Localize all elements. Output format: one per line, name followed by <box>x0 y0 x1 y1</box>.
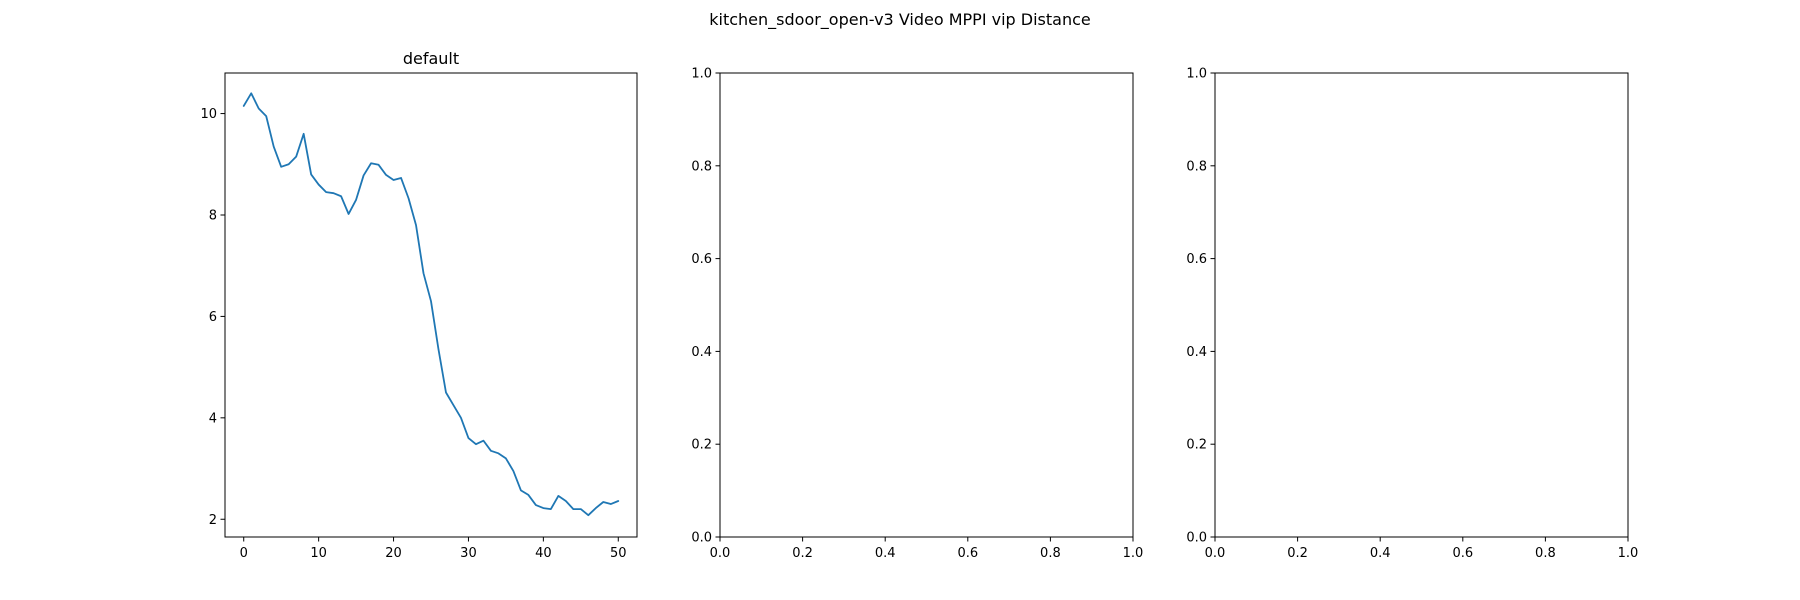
axes-empty-middle: 0.0 0.2 0.4 0.6 0.8 1.0 0.0 0.2 0.4 0.6 0.8 1.0 <box>691 67 1143 562</box>
y-tick-label: 0.6 <box>1186 252 1207 267</box>
y-tick-label: 0.2 <box>1186 438 1207 453</box>
x-tick-label: 0.6 <box>957 546 978 561</box>
figure-suptitle: kitchen_sdoor_open-v3 Video MPPI vip Dis… <box>709 10 1091 30</box>
x-tick-label: 30 <box>460 546 477 561</box>
y-tick-label: 0.8 <box>1186 159 1207 174</box>
x-tick-label: 40 <box>535 546 552 561</box>
y-tick-label: 1.0 <box>691 67 712 82</box>
y-tick-label: 10 <box>200 107 217 122</box>
y-tick-label: 0.0 <box>691 531 712 546</box>
series-line-0 <box>242 92 620 517</box>
x-tick-label: 0.8 <box>1535 546 1556 561</box>
y-tick-label: 0.2 <box>691 438 712 453</box>
x-tick-label: 50 <box>610 546 627 561</box>
y-tick-label: 0.4 <box>691 345 712 360</box>
y-tick-label: 4 <box>209 411 217 426</box>
y-tick-label: 0.0 <box>1186 531 1207 546</box>
x-tick-label: 0.0 <box>710 546 731 561</box>
x-tick-label: 0.4 <box>1370 546 1391 561</box>
x-tick-label: 0 <box>240 546 248 561</box>
axes-default: default 0 10 20 30 40 50 2 4 6 8 10 <box>200 49 638 561</box>
x-tick-label: 0.4 <box>875 546 896 561</box>
axes-frame <box>224 72 638 538</box>
x-tick-label: 10 <box>310 546 327 561</box>
x-tick-label: 0.0 <box>1205 546 1226 561</box>
y-tick-label: 6 <box>209 310 217 325</box>
y-tick-label: 0.8 <box>691 159 712 174</box>
x-tick-label: 0.6 <box>1452 546 1473 561</box>
y-tick-label: 2 <box>209 513 217 528</box>
x-tick-label: 0.2 <box>1287 546 1308 561</box>
x-tick-label: 20 <box>385 546 402 561</box>
x-tick-label: 0.2 <box>792 546 813 561</box>
y-tick-label: 1.0 <box>1186 67 1207 82</box>
y-tick-label: 0.6 <box>691 252 712 267</box>
x-tick-label: 1.0 <box>1123 546 1144 561</box>
axes-frame <box>1214 72 1629 538</box>
axes-frame <box>719 72 1134 538</box>
x-tick-label: 0.8 <box>1040 546 1061 561</box>
y-tick-label: 8 <box>209 208 217 223</box>
axes-empty-right: 0.0 0.2 0.4 0.6 0.8 1.0 0.0 0.2 0.4 0.6 0.8 1.0 <box>1186 67 1638 562</box>
axes-title: default <box>403 49 459 68</box>
y-tick-label: 0.4 <box>1186 345 1207 360</box>
x-tick-label: 1.0 <box>1618 546 1639 561</box>
